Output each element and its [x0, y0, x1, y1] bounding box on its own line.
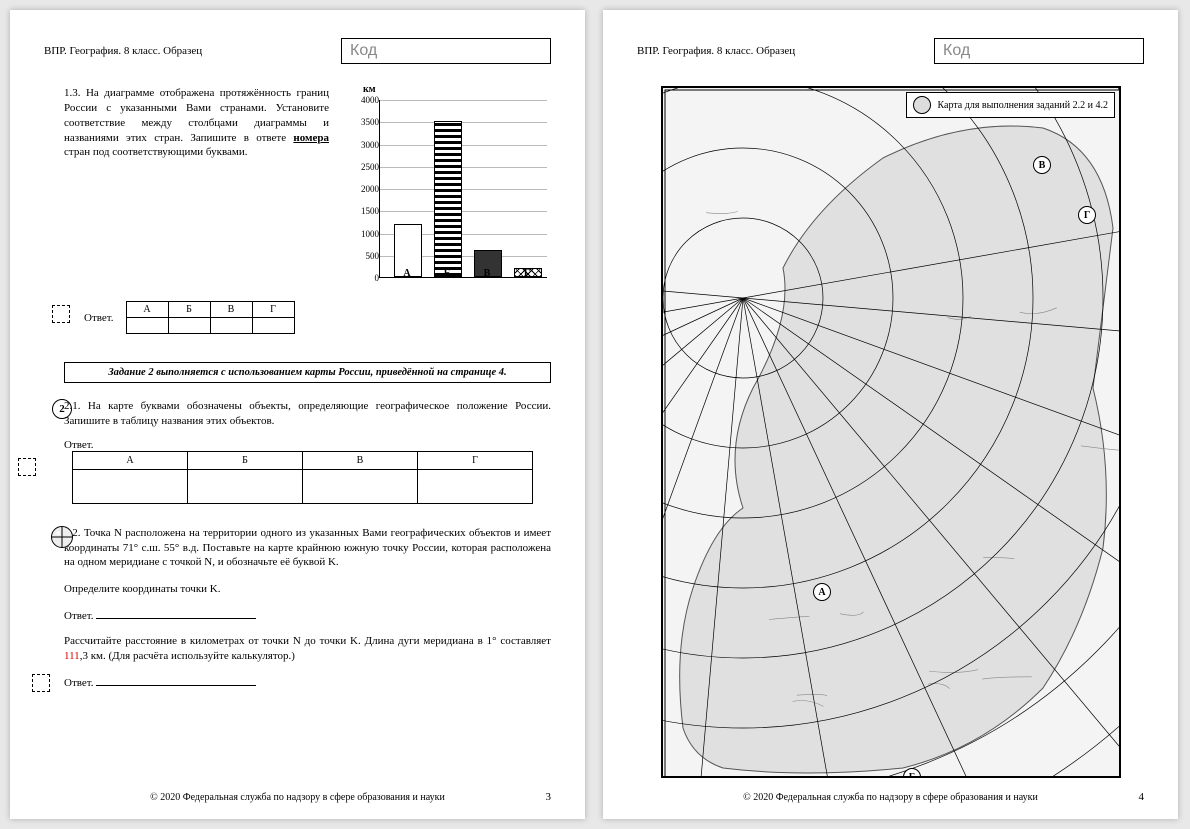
header-label: ВПР. География. 8 класс. Образец: [44, 45, 202, 57]
ytick: 2500: [349, 162, 379, 172]
ytick: 2000: [349, 184, 379, 194]
map: Карта для выполнения заданий 2.2 и 4.2 А…: [661, 86, 1121, 778]
answer-table-big[interactable]: АБВГ: [72, 451, 533, 504]
answer-1-3: Ответ. АБВГ: [44, 301, 551, 334]
page-number-3: 3: [546, 791, 552, 803]
page-4: ВПР. География. 8 класс. Образец Код Кар…: [603, 10, 1178, 819]
xtick: Б: [433, 268, 461, 279]
ytick: 0: [349, 273, 379, 283]
xtick: А: [393, 268, 421, 279]
xtick: Г: [513, 268, 541, 279]
page-3: ВПР. География. 8 класс. Образец Код 1.3…: [10, 10, 585, 819]
answer-blank-2[interactable]: [96, 674, 256, 686]
bar-Б: [434, 121, 462, 277]
globe-icon: [51, 526, 73, 548]
answer-2-2b: Ответ.: [64, 674, 551, 689]
map-letter-А: А: [813, 583, 831, 601]
page-header-r: ВПР. География. 8 класс. Образец Код: [637, 38, 1144, 64]
instruction-box: Задание 2 выполняется с использованием к…: [64, 362, 551, 383]
task-2-1: 2 2.1. На карте буквами обозначены объек…: [44, 399, 551, 429]
score-box-21[interactable]: [18, 458, 36, 476]
task-2-2-line2: Определите координаты точки K.: [64, 582, 551, 597]
page-header: ВПР. География. 8 класс. Образец Код: [44, 38, 551, 64]
footer-text: © 2020 Федеральная служба по надзору в с…: [10, 792, 585, 803]
map-letter-В: В: [1033, 156, 1051, 174]
answer-2-2a: Ответ.: [64, 607, 551, 622]
answer-label-22a: Ответ.: [64, 610, 94, 622]
score-box-22[interactable]: [32, 674, 50, 692]
ytick: 1000: [349, 229, 379, 239]
task-2-2-text: 2.2. Точка N расположена на территории о…: [64, 526, 551, 571]
task-2-1-text: 2.1. На карте буквами обозначены объекты…: [64, 399, 551, 429]
map-svg: [663, 88, 1121, 778]
answer-table-small[interactable]: АБВГ: [126, 301, 295, 334]
map-title: Карта для выполнения заданий 2.2 и 4.2: [906, 92, 1115, 118]
code-input-r[interactable]: Код: [934, 38, 1144, 64]
answer-label: Ответ.: [84, 312, 114, 324]
bar-chart: км 0 500 1000 1500 2000 2500 3000 3500 4000 А Б В Г: [341, 86, 551, 301]
xtick: В: [473, 268, 501, 279]
task-1-3-text: 1.3. На диаграмме отображена протяжённос…: [64, 86, 329, 160]
task-1-3: 1.3. На диаграмме отображена протяжённос…: [44, 86, 551, 301]
chart-plot: [379, 100, 547, 278]
task-2-2: 2.2. Точка N расположена на территории о…: [44, 526, 551, 689]
score-box[interactable]: [52, 305, 70, 323]
task-number-2: 2: [52, 399, 72, 419]
ytick: 3500: [349, 117, 379, 127]
answer-2-1: Ответ. АБВГ: [44, 439, 551, 504]
ytick: 4000: [349, 95, 379, 105]
page-number-4: 4: [1139, 791, 1145, 803]
ytick: 500: [349, 251, 379, 261]
footer-text-r: © 2020 Федеральная служба по надзору в с…: [603, 792, 1178, 803]
map-letter-Г: Г: [1078, 206, 1096, 224]
globe-icon: [913, 96, 931, 114]
task-2-2-line3: Рассчитайте расстояние в километрах от т…: [64, 634, 551, 664]
answer-label-22b: Ответ.: [64, 677, 94, 689]
ytick: 1500: [349, 206, 379, 216]
ytick: 3000: [349, 140, 379, 150]
answer-blank-1[interactable]: [96, 607, 256, 619]
code-input[interactable]: Код: [341, 38, 551, 64]
header-label-r: ВПР. География. 8 класс. Образец: [637, 45, 795, 57]
chart-ylabel: км: [363, 84, 376, 95]
answer-label-21: Ответ.: [64, 439, 94, 451]
